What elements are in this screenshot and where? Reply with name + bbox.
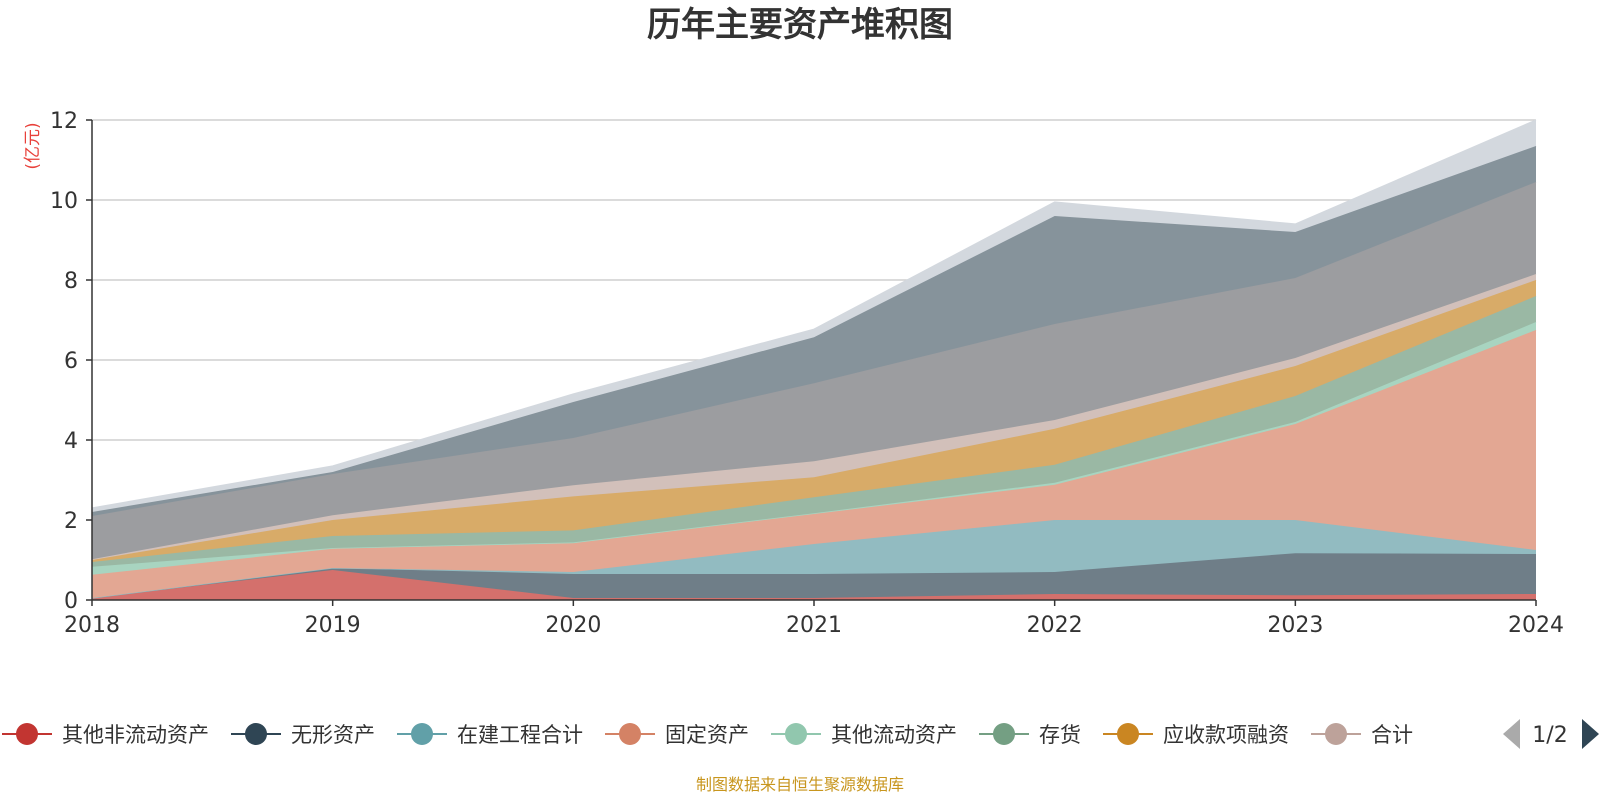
area-series-5 [92,296,1536,567]
legend-marker-icon [245,723,267,745]
legend-label: 其他流动资产 [831,723,957,747]
legend-label: 在建工程合计 [457,723,583,747]
triangle-right-icon[interactable] [1582,719,1599,749]
x-tick-label: 2021 [786,613,842,638]
legend-label: 其他非流动资产 [62,723,209,747]
y-axis-unit-label: (亿元) [23,122,43,169]
legend-item[interactable]: 其他流动资产 [771,723,957,747]
y-tick-label: 4 [64,429,78,454]
legend-label: 合计 [1371,723,1413,747]
legend-item[interactable]: 在建工程合计 [397,723,583,747]
x-tick-label: 2018 [64,613,120,638]
legend-marker-icon [993,723,1015,745]
legend-item[interactable]: 合计 [1311,723,1413,747]
legend: 其他非流动资产 无形资产 在建工程合计 固定资产 其他流动资产 存货 应收款项融资 合计 [2,723,1413,747]
area-series-8 [92,182,1536,560]
axes: 0 2 4 6 8 10 12 2018 2019 2020 2021 2022 2023 2024 [50,109,1564,638]
y-tick-label: 2 [64,509,78,534]
legend-label: 固定资产 [665,723,749,747]
legend-item[interactable]: 应收款项融资 [1103,723,1289,747]
legend-label: 无形资产 [291,723,375,747]
chart-title: 历年主要资产堆积图 [647,5,953,45]
legend-page-indicator: 1/2 [1532,723,1567,748]
series-areas [91,119,1537,600]
legend-label: 存货 [1039,723,1081,747]
x-tick-label: 2023 [1267,613,1323,638]
legend-label: 应收款项融资 [1163,723,1289,747]
legend-item[interactable]: 无形资产 [231,723,375,747]
x-tick-label: 2019 [305,613,361,638]
area-series-3 [92,330,1536,598]
legend-pager: 1/2 [1503,719,1599,749]
area-series-0 [92,570,1536,600]
legend-item[interactable]: 固定资产 [605,723,749,747]
area-edge-10 [91,119,1537,509]
legend-marker-icon [619,723,641,745]
legend-marker-icon [16,723,38,745]
legend-marker-icon [1325,723,1347,745]
y-tick-label: 10 [50,189,78,214]
area-series-1 [92,553,1536,598]
legend-items: 其他非流动资产 无形资产 在建工程合计 固定资产 其他流动资产 存货 应收款项融资 合计 [2,723,1413,747]
y-tick-label: 0 [64,589,78,614]
triangle-left-icon[interactable] [1503,719,1520,749]
y-tick-label: 12 [50,109,78,134]
y-tick-label: 6 [64,349,78,374]
x-tick-label: 2020 [545,613,601,638]
data-source-note: 制图数据来自恒生聚源数据库 [696,775,904,794]
area-series-10 [92,120,1536,512]
area-series-2 [92,520,1536,598]
legend-item[interactable]: 其他非流动资产 [2,723,209,747]
legend-marker-icon [411,723,433,745]
x-tick-label: 2024 [1508,613,1564,638]
legend-marker-icon [785,723,807,745]
y-tick-label: 8 [64,269,78,294]
area-series-9 [92,146,1536,516]
x-tick-label: 2022 [1027,613,1083,638]
legend-item[interactable]: 存货 [979,723,1081,747]
legend-marker-icon [1117,723,1139,745]
